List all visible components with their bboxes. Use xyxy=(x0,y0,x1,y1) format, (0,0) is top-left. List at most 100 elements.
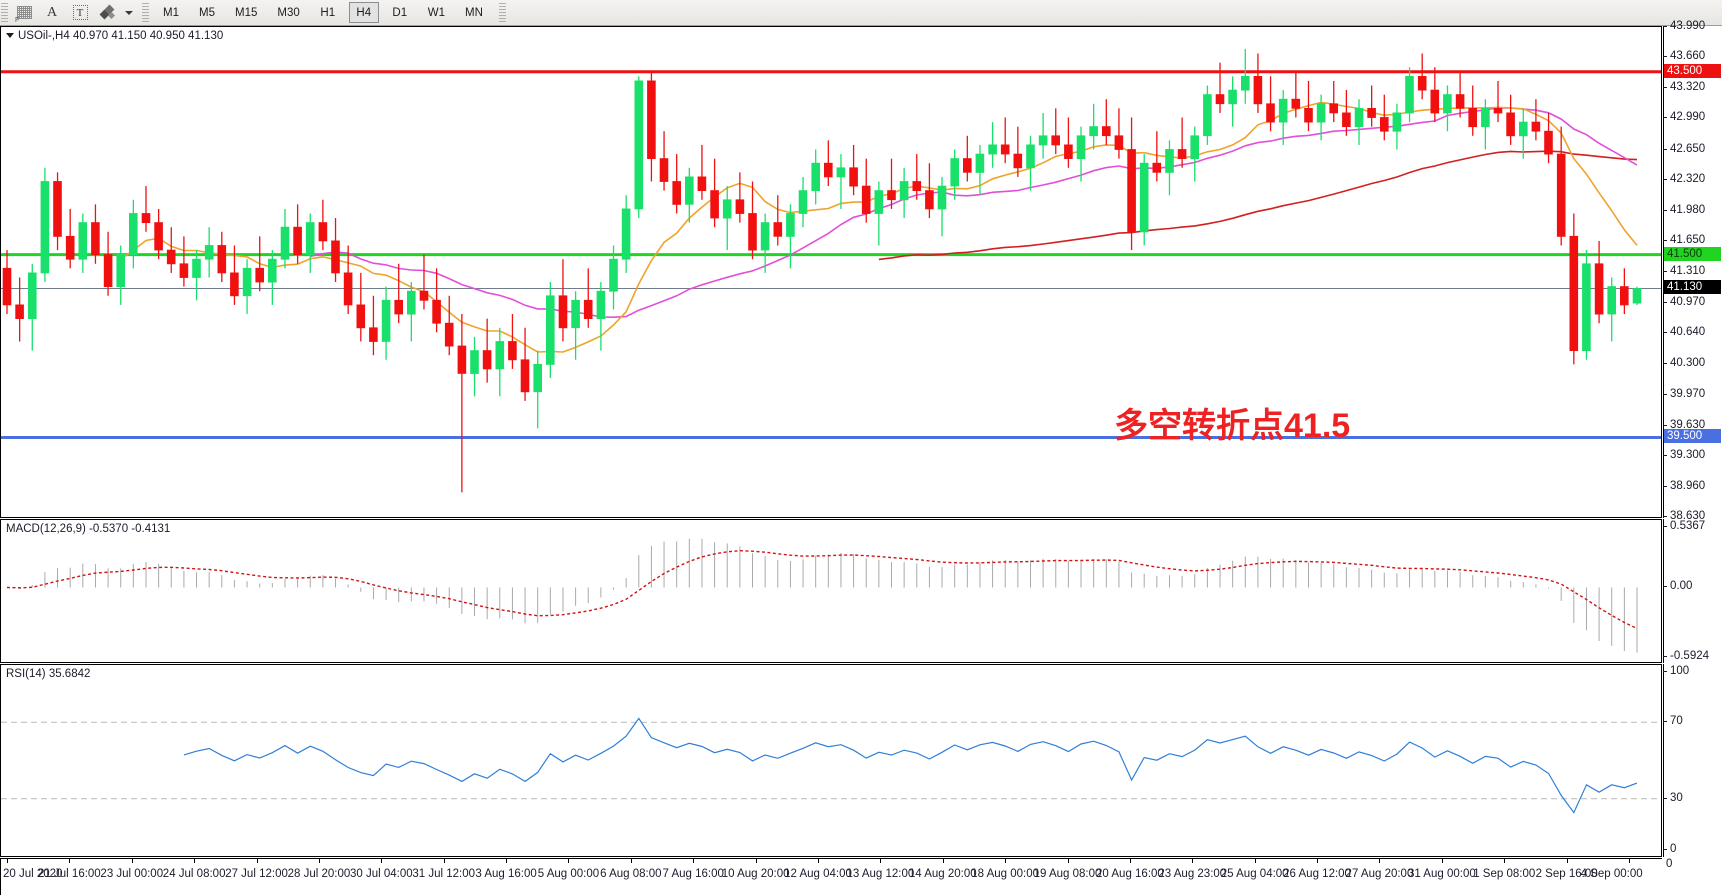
time-tick xyxy=(1129,858,1131,863)
macd-panel[interactable]: MACD(12,26,9) -0.5370 -0.4131 xyxy=(0,519,1662,663)
time-axis-label: 24 Jul 08:00 xyxy=(162,868,226,880)
price-annotation: 多空转折点41.5 xyxy=(1114,407,1351,445)
time-tick xyxy=(568,858,570,863)
timeframe-w1[interactable]: W1 xyxy=(427,6,445,19)
price-scale-axis xyxy=(1663,26,1664,518)
rsi-tick: 70 xyxy=(1663,715,1683,727)
macd-tick: 0.5367 xyxy=(1663,520,1705,532)
time-tick xyxy=(1629,858,1630,863)
price-tick: 40.640 xyxy=(1663,326,1705,338)
time-tick xyxy=(1379,858,1381,863)
macd-label: MACD(12,26,9) -0.5370 -0.4131 xyxy=(6,523,171,535)
text-label-glyph: A xyxy=(46,4,58,20)
time-tick xyxy=(942,858,944,863)
price-tick: 41.650 xyxy=(1663,234,1705,246)
rsi-plot xyxy=(1,717,1661,814)
time-axis-label: 3 Aug 16:00 xyxy=(475,868,537,880)
price-tick: 38.960 xyxy=(1663,480,1705,492)
collapse-triangle-icon[interactable] xyxy=(6,33,14,39)
time-tick xyxy=(880,858,882,863)
price-tick: 42.990 xyxy=(1663,111,1705,123)
rsi-panel[interactable]: RSI(14) 35.6842 xyxy=(0,664,1662,857)
rsi-scale-axis xyxy=(1663,664,1664,857)
timeframe-h4[interactable]: H4 xyxy=(348,2,379,23)
timeframe-m1[interactable]: M1 xyxy=(163,6,179,19)
time-axis[interactable]: 20 Jul 2020 21 Jul 16:00 23 Jul 00:00 24 Ju… xyxy=(0,858,1662,895)
text-label-icon[interactable]: A xyxy=(39,2,65,24)
time-tick xyxy=(131,858,133,863)
time-axis-line xyxy=(1,858,1662,859)
time-axis-label: 13 Aug 12:00 xyxy=(846,868,915,880)
text-box-glyph: T xyxy=(72,5,88,20)
time-axis-label: 14 Aug 20:00 xyxy=(908,868,977,880)
time-tick xyxy=(318,858,320,863)
price-tick: 39.970 xyxy=(1663,388,1705,400)
time-axis-label: 2 Sep 16:00 xyxy=(1535,868,1598,880)
time-axis-label: 21 Jul 16:00 xyxy=(38,868,101,880)
toolbar-empty-space xyxy=(506,0,1722,26)
time-tick xyxy=(7,858,8,863)
timeframe-m30[interactable]: M30 xyxy=(277,6,300,19)
macd-tick: -0.5924 xyxy=(1663,650,1709,662)
timeframe-m5[interactable]: M5 xyxy=(199,6,215,19)
support-line-tag[interactable]: 39.500 xyxy=(1664,429,1721,444)
time-tick xyxy=(256,858,258,863)
price-tick: 40.970 xyxy=(1663,296,1705,308)
time-axis-label: 18 Aug 00:00 xyxy=(971,868,1040,880)
price-tick: 41.310 xyxy=(1663,265,1705,277)
shapes-glyph xyxy=(99,4,117,20)
macd-scale[interactable]: 0.5367 0.00 -0.5924 xyxy=(1663,519,1722,663)
timeframe-h1[interactable]: H1 xyxy=(320,6,336,19)
toolbar: A T M1 M5 M15 M30 H1 H4 D1 W1 MN xyxy=(0,0,1722,26)
macd-scale-axis xyxy=(1663,519,1664,663)
timeframe-m15[interactable]: M15 xyxy=(235,6,258,19)
time-axis-label: 25 Aug 04:00 xyxy=(1220,868,1289,880)
price-panel[interactable]: USOil-,H4 40.970 41.150 40.950 41.130 多空… xyxy=(0,26,1662,518)
crosshair-cursor-icon[interactable] xyxy=(11,2,37,24)
time-axis-label: 20 Aug 16:00 xyxy=(1096,868,1164,880)
time-tick xyxy=(1566,858,1568,863)
time-axis-label: 23 Aug 23:00 xyxy=(1158,868,1227,880)
price-plot xyxy=(1,48,1661,493)
rsi-label: RSI(14) 35.6842 xyxy=(6,668,91,680)
rsi-tick: 100 xyxy=(1663,665,1689,677)
price-scale[interactable]: 43.990 43.660 43.320 42.990 42.650 42.320 41.9… xyxy=(1663,20,1722,522)
time-tick xyxy=(818,858,819,863)
price-tick: 41.980 xyxy=(1663,204,1705,216)
macd-tick: 0.00 xyxy=(1663,580,1692,592)
time-axis-label: 1 Sep 08:00 xyxy=(1473,868,1536,880)
price-tick: 43.320 xyxy=(1663,81,1705,93)
resistance-line-tag[interactable]: 43.500 xyxy=(1664,63,1721,78)
chevron-down-icon[interactable] xyxy=(122,2,136,24)
timeframe-d1[interactable]: D1 xyxy=(392,6,408,19)
time-tick xyxy=(194,858,196,863)
rsi-zero-corner-label: 0 xyxy=(1666,858,1673,870)
time-tick xyxy=(506,858,508,863)
time-tick xyxy=(1441,858,1443,863)
time-tick xyxy=(755,858,757,863)
time-axis-label: 27 Jul 12:00 xyxy=(225,868,288,880)
pivot-line-tag[interactable]: 41.500 xyxy=(1664,246,1721,261)
last-price-line-tag[interactable]: 41.130 xyxy=(1664,280,1721,295)
time-axis-label: 26 Aug 12:00 xyxy=(1283,868,1351,880)
time-axis-label: 6 Aug 08:00 xyxy=(600,868,662,880)
time-tick xyxy=(1317,858,1319,863)
rsi-tick: 0 xyxy=(1663,843,1676,855)
rsi-scale[interactable]: 100 70 30 0 xyxy=(1663,664,1722,857)
time-tick xyxy=(69,858,71,863)
shapes-icon[interactable] xyxy=(95,2,121,24)
time-axis-label: 5 Aug 00:00 xyxy=(537,868,600,880)
time-axis-label: 28 Jul 20:00 xyxy=(287,868,351,880)
price-tick: 42.320 xyxy=(1663,173,1705,185)
price-tick: 42.650 xyxy=(1663,143,1705,155)
text-box-icon[interactable]: T xyxy=(67,2,93,24)
timeframe-mn[interactable]: MN xyxy=(465,6,483,19)
symbol-info-text: USOil-,H4 40.970 41.150 40.950 41.130 xyxy=(18,30,224,42)
toolbar-drag-handle[interactable] xyxy=(1,2,8,23)
time-axis-label: 10 Aug 20:00 xyxy=(721,868,790,880)
toolbar-separator-end xyxy=(498,2,506,23)
time-axis-label: 27 Aug 20:00 xyxy=(1345,868,1414,880)
macd-plot xyxy=(6,538,1638,653)
time-axis-label: 4 Sep 00:00 xyxy=(1580,868,1643,880)
